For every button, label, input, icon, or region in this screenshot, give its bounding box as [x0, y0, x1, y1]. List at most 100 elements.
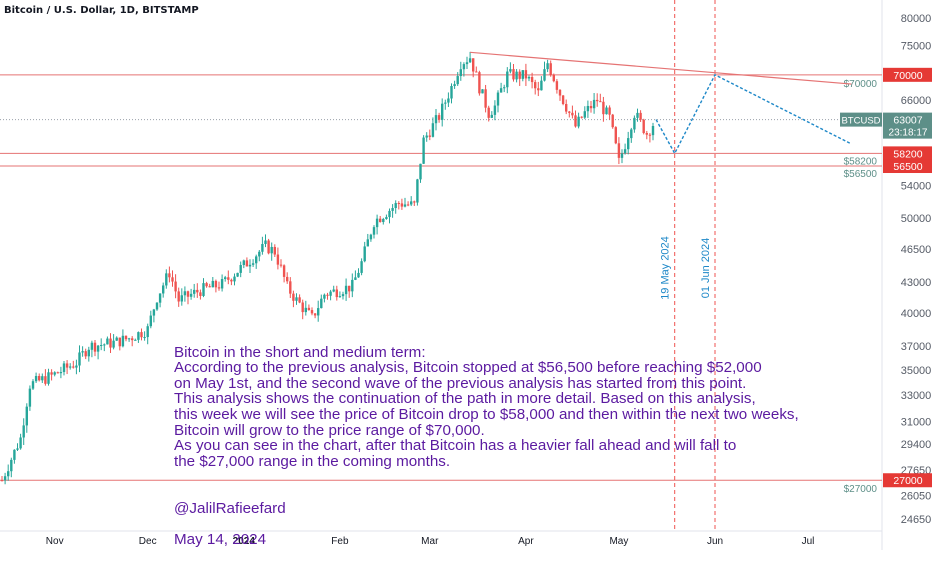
candle-body — [137, 332, 140, 340]
candle-body — [456, 76, 459, 85]
x-tick-label: Jul — [802, 536, 815, 547]
y-tick-label: 43000 — [901, 277, 932, 289]
y-tick-label: 46500 — [901, 244, 932, 256]
candle-body — [81, 351, 84, 353]
candle-body — [534, 82, 537, 89]
candle-body — [140, 332, 143, 338]
candle-body — [496, 92, 500, 106]
candle-body — [422, 137, 425, 164]
candle-body — [499, 88, 503, 93]
candle-body — [388, 210, 391, 218]
candle-body — [537, 88, 540, 91]
candle-body — [509, 69, 512, 72]
candle-body — [568, 111, 571, 113]
x-tick-label: 2024 — [233, 536, 256, 547]
candle-body — [292, 293, 295, 301]
candle-body — [400, 203, 404, 207]
level-axis-badge — [883, 67, 932, 82]
candle-body — [592, 99, 596, 109]
candle-body — [512, 69, 515, 80]
candle-body — [127, 338, 131, 340]
y-tick-label: 50000 — [901, 213, 932, 225]
candle-body — [490, 114, 493, 118]
candle-body — [279, 264, 283, 266]
candle-body — [571, 112, 574, 116]
candle-body — [586, 105, 590, 112]
candle-body — [506, 71, 509, 88]
candle-body — [484, 89, 487, 108]
candle-body — [372, 227, 376, 235]
candle-body — [503, 87, 506, 89]
candle-body — [577, 116, 580, 127]
candle-body — [317, 308, 320, 316]
price-chart[interactable]: 8000075000700006600062000580005400050000… — [0, 0, 932, 550]
candle-body — [189, 293, 193, 297]
level-axis-badge-label: 58200 — [893, 148, 922, 160]
candle-body — [341, 294, 345, 297]
candle-body — [193, 289, 196, 294]
candle-body — [152, 309, 156, 316]
candle-body — [217, 287, 221, 289]
candle-body — [434, 115, 438, 124]
candle-body — [72, 366, 75, 368]
y-tick-label: 80000 — [901, 13, 932, 25]
y-tick-label: 24650 — [901, 514, 932, 526]
candle-body — [59, 371, 63, 374]
candle-body — [623, 149, 627, 154]
candle-body — [493, 105, 497, 115]
candle-body — [605, 107, 608, 115]
candle-body — [651, 125, 655, 136]
candle-body — [639, 112, 642, 120]
level-axis-badge — [883, 473, 932, 488]
candle-body — [273, 246, 276, 255]
candle-body — [50, 372, 53, 375]
candle-body — [44, 376, 47, 384]
candle-body — [444, 102, 447, 104]
candle-body — [298, 297, 301, 303]
candle-body — [162, 285, 165, 294]
candle-body — [555, 81, 559, 90]
y-tick-label: 26050 — [901, 490, 932, 502]
candle-body — [38, 375, 41, 381]
candle-body — [369, 234, 373, 240]
x-tick-label: Feb — [331, 536, 349, 547]
candle-body — [596, 99, 599, 102]
candle-body — [245, 260, 249, 267]
candle-body — [521, 70, 524, 79]
note-body: Bitcoin in the short and medium term: Ac… — [174, 343, 799, 470]
candle-body — [602, 101, 605, 115]
candle-body — [565, 104, 568, 112]
candle-body — [326, 294, 329, 296]
x-tick-label: Nov — [46, 536, 64, 547]
candle-body — [558, 89, 562, 96]
candle-body — [242, 260, 245, 266]
candle-body — [25, 406, 28, 426]
y-tick-label: 31000 — [901, 416, 932, 428]
candle-body — [614, 127, 617, 144]
candle-body — [177, 291, 180, 302]
candle-body — [53, 372, 56, 375]
candle-body — [481, 89, 484, 94]
date-marker-label: 19 May 2024 — [660, 236, 672, 300]
candle-body — [648, 134, 652, 136]
level-axis-badge-label: 56500 — [893, 161, 922, 173]
candle-body — [472, 58, 475, 72]
candle-body — [419, 163, 422, 180]
candle-body — [636, 112, 639, 118]
candle-body — [62, 363, 66, 372]
candle-body — [478, 72, 481, 94]
candle-body — [295, 297, 298, 301]
candle-body — [543, 69, 546, 81]
candle-body — [84, 351, 87, 357]
candle-body — [121, 335, 125, 347]
bar-countdown: 23:18:17 — [889, 128, 928, 139]
candle-body — [304, 307, 307, 313]
y-tick-label: 54000 — [901, 180, 932, 192]
candle-body — [255, 256, 258, 264]
candle-body — [611, 114, 614, 128]
candle-body — [158, 293, 162, 303]
candle-body — [487, 107, 490, 118]
level-axis-badge-label: 27000 — [893, 475, 922, 487]
level-price-tag: $27000 — [844, 484, 878, 495]
note-author: @JalilRafieefard — [174, 499, 286, 517]
